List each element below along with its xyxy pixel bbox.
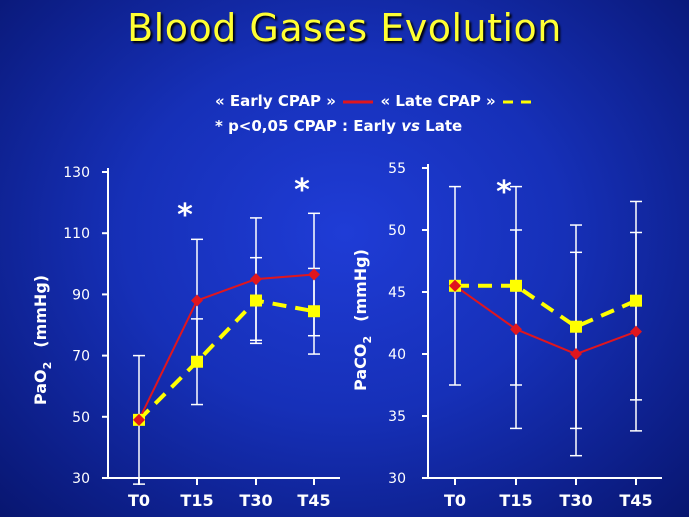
x-tick-label: T15 xyxy=(499,491,532,510)
y-tick-label: 30 xyxy=(388,471,406,487)
marker-early-cpap xyxy=(510,323,522,336)
series-line-late-cpap xyxy=(455,283,637,329)
y-tick-label: 45 xyxy=(388,285,406,301)
x-tick-label: T0 xyxy=(444,491,466,510)
marker-late-cpap xyxy=(191,355,203,368)
x-tick-label: T0 xyxy=(128,491,150,510)
y-axis-label-subscript: 2 xyxy=(41,362,54,370)
marker-early-cpap xyxy=(191,294,203,307)
y-tick-label: 90 xyxy=(72,287,90,303)
marker-early-cpap xyxy=(449,279,461,292)
y-axis-label-unit: (mmHg) xyxy=(31,275,50,348)
significance-asterisk: * xyxy=(177,198,193,233)
marker-late-cpap xyxy=(570,320,582,333)
legend-late-swatch xyxy=(502,100,539,103)
significance-note-prefix: * p<0,05 CPAP : Early xyxy=(215,117,396,135)
marker-late-cpap xyxy=(510,279,522,292)
y-axis-label-subscript: 2 xyxy=(361,336,374,344)
y-tick-label: 110 xyxy=(63,226,90,242)
y-tick-label: 130 xyxy=(63,165,90,181)
y-axis-label-unit: (mmHg) xyxy=(351,249,370,322)
x-tick-label: T30 xyxy=(559,491,592,510)
marker-early-cpap xyxy=(133,413,145,426)
legend-row-significance: * p<0,05 CPAP : Early vs Late xyxy=(215,117,462,135)
legend-early-label: « Early CPAP » xyxy=(215,92,336,110)
x-tick-label: T45 xyxy=(619,491,652,510)
y-tick-label: 70 xyxy=(72,349,90,365)
marker-early-cpap xyxy=(308,268,320,281)
x-tick-label: T45 xyxy=(297,491,330,510)
x-tick-label: T15 xyxy=(180,491,213,510)
y-axis-label-main: PaCO xyxy=(351,344,370,391)
y-tick-label: 55 xyxy=(388,161,406,177)
y-tick-label: 40 xyxy=(388,347,406,363)
marker-late-cpap xyxy=(250,294,262,307)
significance-note-suffix: Late xyxy=(425,117,463,135)
y-tick-label: 30 xyxy=(72,471,90,487)
legend-early-swatch xyxy=(343,100,374,103)
slide-title: Blood Gases Evolution xyxy=(127,6,562,50)
legend-row-series: « Early CPAP » « Late CPAP » xyxy=(215,92,541,110)
marker-early-cpap xyxy=(570,348,582,360)
marker-late-cpap xyxy=(308,305,320,318)
y-axis-label-main: PaO xyxy=(31,369,50,405)
marker-early-cpap xyxy=(250,273,262,286)
y-axis-label: PaCO2 (mmHg) xyxy=(351,249,374,391)
series-line-early-cpap xyxy=(454,284,637,356)
x-tick-label: T30 xyxy=(239,491,272,510)
legend-late-label: « Late CPAP » xyxy=(380,92,496,110)
significance-asterisk: * xyxy=(294,173,310,208)
series-line-late-cpap xyxy=(137,298,315,422)
marker-early-cpap xyxy=(630,325,642,338)
chart-paco2: 30 35 40 45 50 55 T0 T15 T30 T45 PaCO2 (mmHg) * xyxy=(351,161,662,510)
significance-note-vs: vs xyxy=(401,117,420,135)
marker-late-cpap xyxy=(630,294,642,307)
chart-pao2: 30 50 70 90 110 130 T0 T15 T30 T45 PaO2 (mmHg) * * xyxy=(31,165,340,510)
series-line-early-cpap xyxy=(138,273,315,421)
y-tick-label: 35 xyxy=(388,409,406,425)
y-axis-label: PaO2 (mmHg) xyxy=(31,275,54,405)
y-tick-label: 50 xyxy=(72,410,90,426)
y-tick-label: 50 xyxy=(388,223,406,239)
significance-asterisk: * xyxy=(496,175,512,210)
